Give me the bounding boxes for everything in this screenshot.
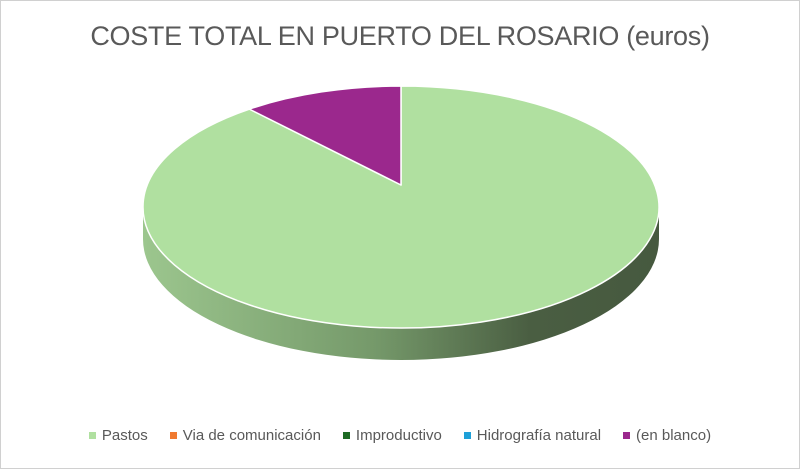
legend-label: Improductivo (355, 427, 442, 444)
legend-swatch (623, 432, 631, 439)
legend-label: Pastos (101, 427, 148, 444)
legend-item: Via de comunicación (169, 427, 321, 444)
legend-item: Hidrografía natural (463, 427, 602, 444)
legend-label: (en blanco) (636, 427, 712, 444)
legend: Pastos Via de comunicación Improductivo Hid… (1, 427, 799, 444)
pie-slice-en-blanco (248, 85, 402, 186)
legend-label: Via de comunicación (182, 427, 321, 444)
legend-swatch (88, 432, 96, 439)
legend-item: Pastos (88, 427, 148, 444)
pie-side (143, 207, 659, 360)
legend-swatch (169, 432, 177, 439)
pie-slice-pastos (142, 85, 660, 329)
legend-item: (en blanco) (623, 427, 711, 444)
chart-title: COSTE TOTAL EN PUERTO DEL ROSARIO (euros… (90, 21, 710, 51)
legend-item: Improductivo (342, 427, 442, 444)
legend-swatch (463, 432, 471, 439)
legend-label: Hidrografía natural (476, 427, 602, 444)
legend-swatch (342, 432, 350, 439)
